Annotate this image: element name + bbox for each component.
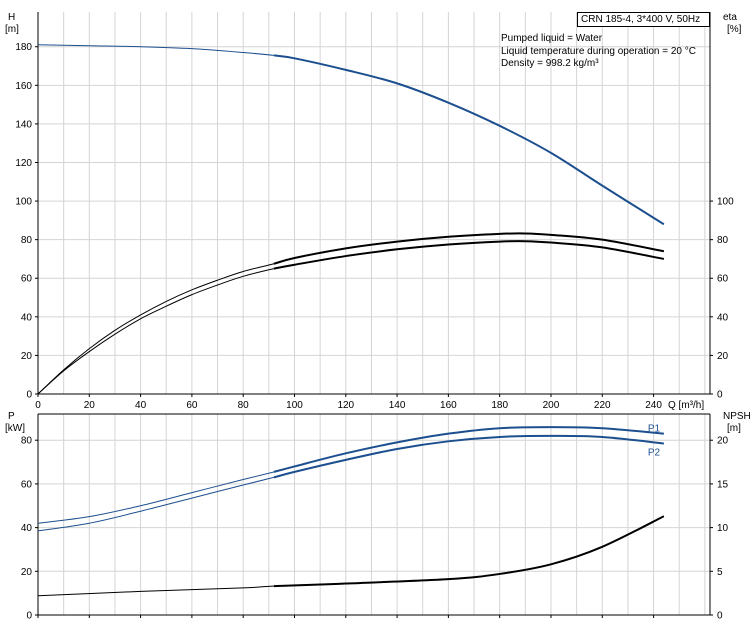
series-duty-range — [273, 54, 665, 226]
x-tick-label: 240 — [645, 400, 662, 411]
y-left-tick-label: 140 — [15, 119, 32, 130]
pumped-liquid-text: Pumped liquid = Water — [501, 33, 603, 44]
y-right-axis-title: eta — [723, 12, 737, 23]
y-left-axis-title: H — [8, 12, 15, 23]
top-panel: 0 20 40 60 80 100 120 140 160 180 0 20 40 60 80 100 H[m]… — [5, 12, 742, 411]
y-right-axis-title: NPSH — [723, 411, 751, 422]
x-tick-label: 180 — [491, 400, 508, 411]
x-tick-label: 40 — [135, 400, 147, 411]
y-right-tick-label: 40 — [717, 312, 729, 323]
y-right-tick-label: 100 — [717, 197, 734, 208]
x-tick-label: 200 — [543, 400, 560, 411]
x-tick-label: 100 — [286, 400, 303, 411]
x-tick-label: 0 — [35, 400, 41, 411]
y-left-tick-label: 80 — [21, 235, 33, 246]
y-right-tick-label: 15 — [717, 479, 729, 490]
y-left-tick-label: 40 — [21, 312, 33, 323]
y-right-axis-unit: [%] — [727, 24, 742, 35]
y-left-axis-unit: [m] — [5, 24, 19, 35]
series-label: P2 — [648, 447, 661, 458]
pump-model-label: CRN 185-4, 3*400 V, 50Hz — [577, 12, 710, 27]
series-line — [37, 426, 664, 524]
x-tick-label: 20 — [84, 400, 96, 411]
y-left-tick-label: 100 — [15, 197, 32, 208]
bottom-panel: 0 20 40 60 80 0 5 10 15 20 P[kW] NPSH[m] P1 P2 — [5, 411, 751, 622]
series-line — [37, 435, 664, 532]
y-right-tick-label: 0 — [717, 390, 723, 401]
y-left-axis-unit: [kW] — [5, 423, 25, 434]
series-line — [37, 240, 664, 395]
x-tick-label: 120 — [337, 400, 354, 411]
y-left-axis-title: P — [8, 411, 15, 422]
y-right-axis-unit: [m] — [727, 423, 741, 434]
liquid-temperature-text: Liquid temperature during operation = 20… — [501, 45, 696, 57]
y-left-tick-label: 180 — [15, 42, 32, 53]
liquid-info: Pumped liquid = Water Liquid temperature… — [501, 33, 696, 71]
y-left-tick-label: 80 — [21, 436, 33, 447]
y-right-tick-label: 10 — [717, 523, 729, 534]
series-line — [37, 232, 664, 395]
y-left-tick-label: 20 — [21, 567, 33, 578]
x-tick-label: 220 — [594, 400, 611, 411]
y-right-tick-label: 20 — [717, 436, 729, 447]
y-right-tick-label: 20 — [717, 351, 729, 362]
y-left-tick-label: 0 — [26, 611, 32, 622]
series-duty-range — [273, 240, 665, 270]
x-tick-label: 160 — [440, 400, 457, 411]
x-tick-label: 140 — [389, 400, 406, 411]
series-duty-range — [273, 515, 665, 588]
y-left-tick-label: 160 — [15, 81, 32, 92]
y-left-tick-label: 40 — [21, 523, 33, 534]
y-left-tick-label: 0 — [26, 390, 32, 401]
y-right-tick-label: 5 — [717, 567, 723, 578]
series-duty-range — [273, 426, 664, 473]
series-label: P1 — [648, 424, 661, 435]
y-left-tick-label: 60 — [21, 479, 33, 490]
density-text: Density = 998.2 kg/m³ — [501, 58, 599, 69]
x-tick-label: 60 — [186, 400, 198, 411]
series-duty-range — [273, 434, 664, 479]
y-right-tick-label: 60 — [717, 274, 729, 285]
y-right-tick-label: 0 — [717, 611, 723, 622]
y-left-tick-label: 20 — [21, 351, 33, 362]
series-duty-range — [273, 232, 665, 265]
y-left-tick-label: 60 — [21, 274, 33, 285]
x-axis-title: Q [m³/h] — [668, 400, 704, 411]
x-tick-label: 80 — [238, 400, 250, 411]
y-left-tick-label: 120 — [15, 158, 32, 169]
y-right-tick-label: 80 — [717, 235, 729, 246]
